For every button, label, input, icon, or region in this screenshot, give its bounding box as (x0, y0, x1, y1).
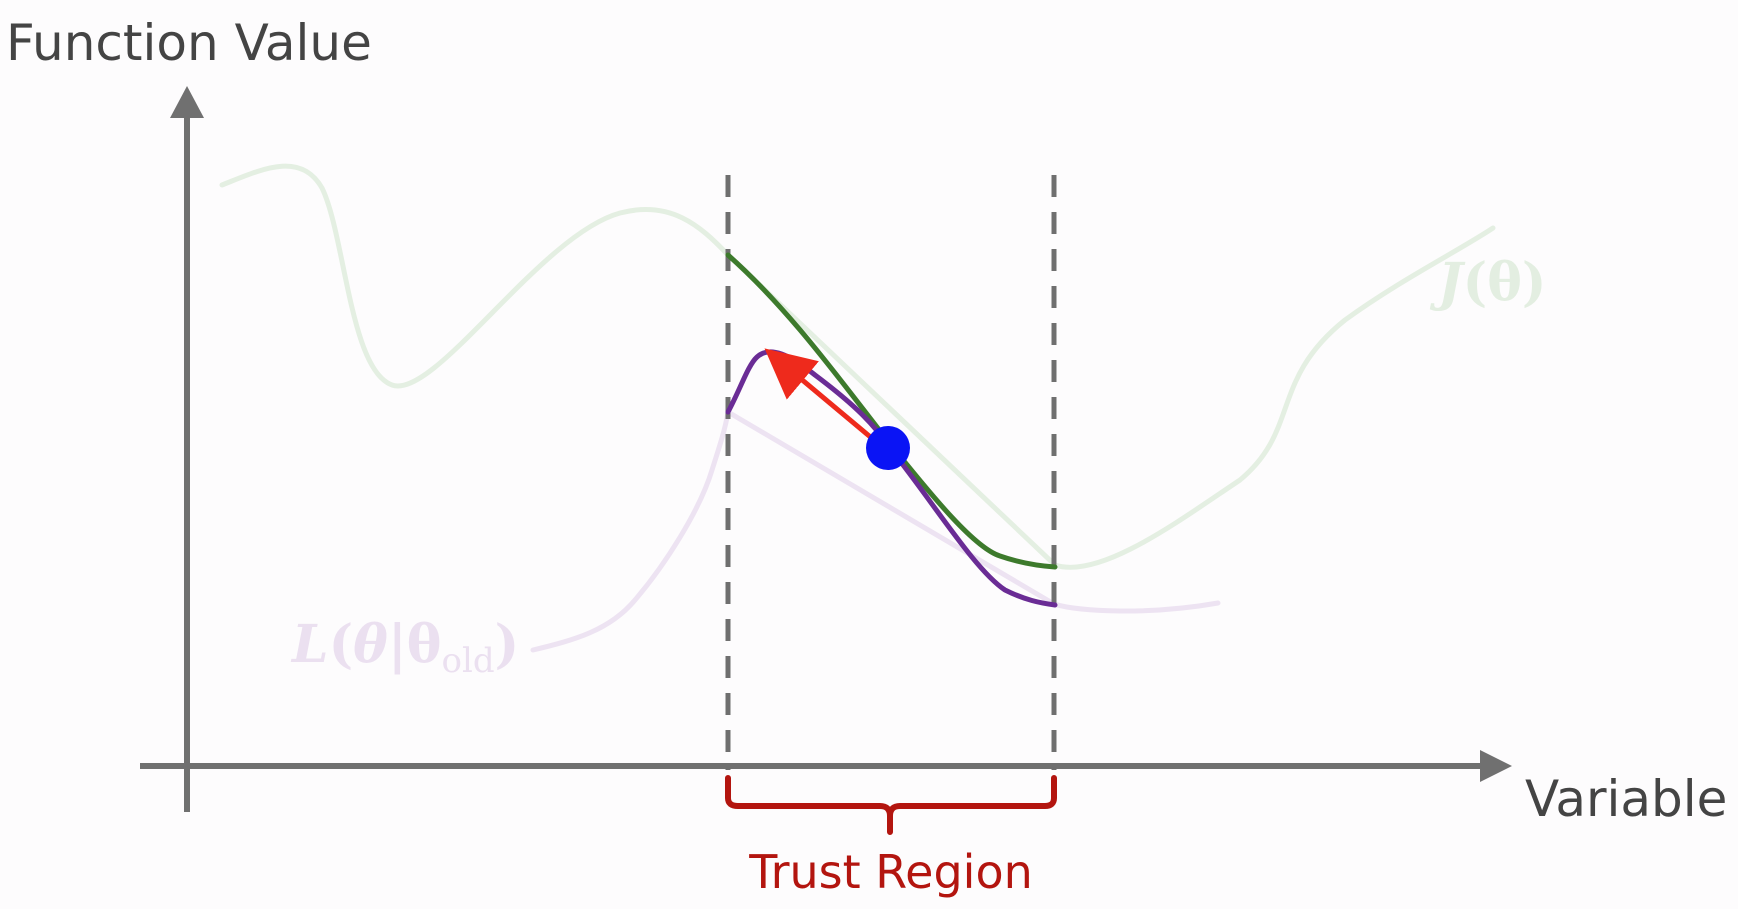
surrogate-label-open-paren: ( (329, 614, 354, 675)
trust-region-brace (725, 775, 1057, 835)
current-point (866, 426, 910, 470)
objective-curve (219, 163, 1496, 570)
y-axis-arrowhead (170, 86, 204, 118)
objective-label-close-paren: ) (1522, 252, 1547, 313)
objective-label-theta: θ (1487, 252, 1522, 313)
objective-curve-in-region (725, 252, 1058, 570)
objective-label-open-paren: ( (1463, 252, 1488, 313)
trust-region-label: Trust Region (748, 845, 1033, 899)
x-axis-label: Variable (1525, 770, 1727, 828)
y-axis-label: Function Value (6, 14, 372, 72)
surrogate-label-l: L (290, 614, 329, 675)
surrogate-label-bar: | (388, 614, 407, 675)
surrogate-curve-in-region (725, 349, 1058, 608)
surrogate-label-subscript: old (441, 641, 494, 681)
surrogate-label-theta-old: θ (407, 614, 442, 675)
surrogate-label-close-paren: ) (495, 614, 520, 675)
surrogate-curve (530, 407, 1221, 653)
surrogate-label: L(θ|θold) (290, 614, 519, 681)
update-step-arrow (764, 348, 876, 442)
surrogate-label-theta: θ (353, 614, 388, 675)
x-axis-arrowhead (1480, 750, 1512, 782)
objective-label: J(θ) (1429, 252, 1547, 313)
